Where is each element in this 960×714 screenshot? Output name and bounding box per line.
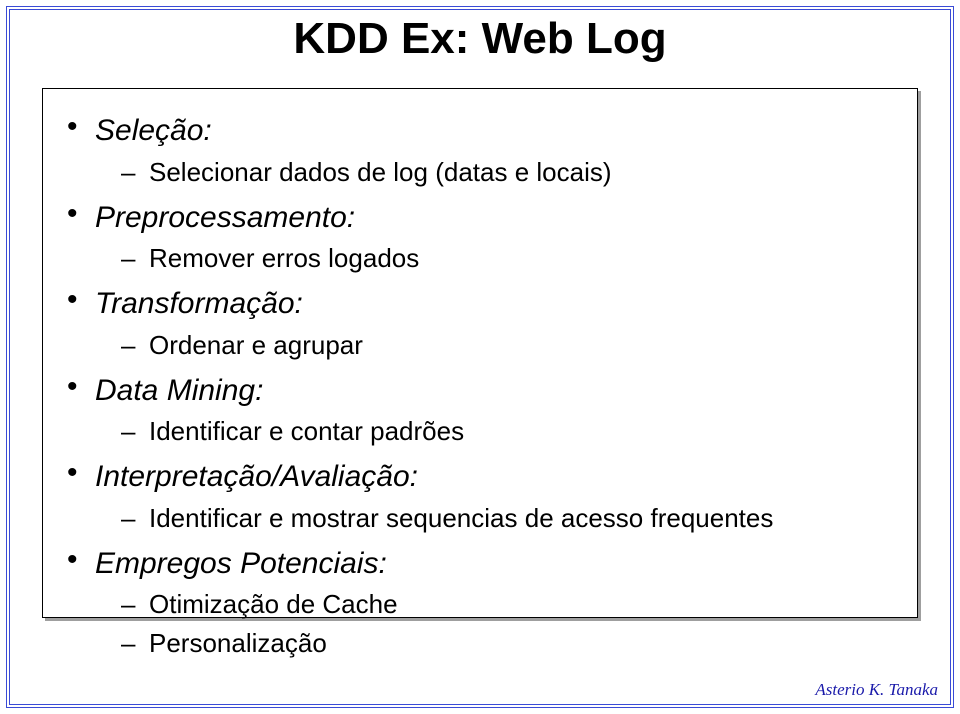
sub-list-item: Remover erros logados: [121, 239, 893, 278]
sub-list-item: Otimização de Cache: [121, 585, 893, 624]
sub-list-item: Identificar e mostrar sequencias de aces…: [121, 499, 893, 538]
sub-list-item: Ordenar e agrupar: [121, 326, 893, 365]
sub-list: Identificar e mostrar sequencias de aces…: [121, 499, 893, 538]
sub-list-item: Personalização: [121, 624, 893, 663]
list-item-label: Interpretação/Avaliação:: [95, 460, 418, 493]
list-item: Preprocessamento: Remover erros logados: [67, 196, 893, 279]
list-item-label: Seleção:: [95, 114, 212, 147]
sub-list: Ordenar e agrupar: [121, 326, 893, 365]
bullet-list: Seleção: Selecionar dados de log (datas …: [67, 109, 893, 663]
sub-list: Identificar e contar padrões: [121, 412, 893, 451]
list-item: Seleção: Selecionar dados de log (datas …: [67, 109, 893, 192]
list-item-label: Empregos Potenciais:: [95, 547, 387, 580]
list-item: Empregos Potenciais: Otimização de Cache…: [67, 542, 893, 664]
sub-list: Otimização de Cache Personalização: [121, 585, 893, 663]
content-box: Seleção: Selecionar dados de log (datas …: [42, 88, 918, 618]
list-item-label: Transformação:: [95, 287, 303, 320]
sub-list: Remover erros logados: [121, 239, 893, 278]
sub-list: Selecionar dados de log (datas e locais): [121, 153, 893, 192]
footer-credit: Asterio K. Tanaka: [815, 680, 938, 700]
list-item: Transformação: Ordenar e agrupar: [67, 282, 893, 365]
sub-list-item: Identificar e contar padrões: [121, 412, 893, 451]
sub-list-item: Selecionar dados de log (datas e locais): [121, 153, 893, 192]
list-item-label: Data Mining:: [95, 374, 263, 407]
list-item: Interpretação/Avaliação: Identificar e m…: [67, 455, 893, 538]
list-item-label: Preprocessamento:: [95, 201, 355, 234]
slide-title: KDD Ex: Web Log: [0, 14, 960, 64]
list-item: Data Mining: Identificar e contar padrõe…: [67, 369, 893, 452]
